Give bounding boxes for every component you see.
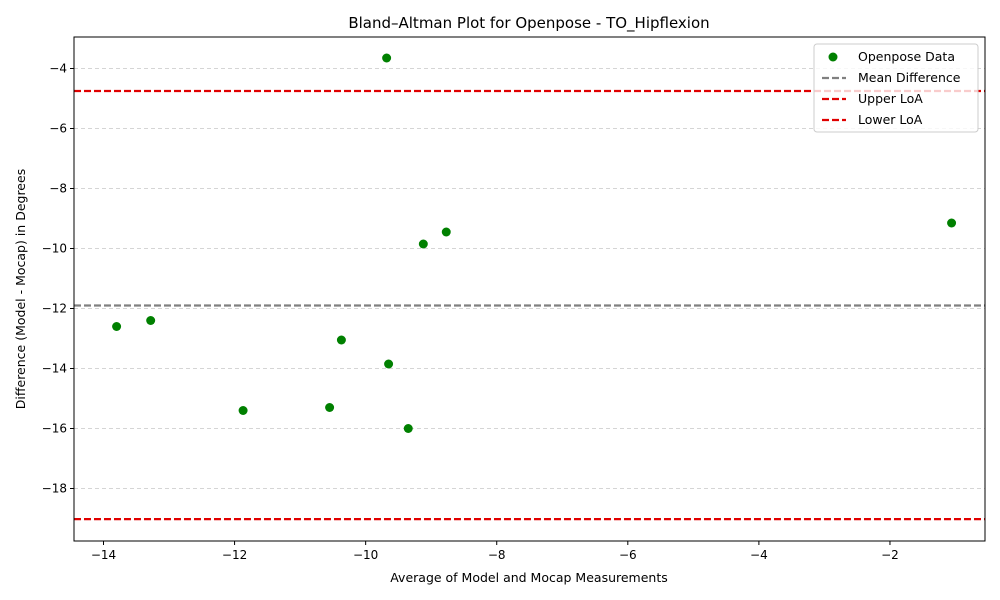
legend-marker-openpose-data [828, 52, 838, 62]
y-axis-label: Difference (Model - Mocap) in Degrees [13, 169, 28, 409]
data-point-9 [441, 227, 451, 237]
y-tick-label: −12 [42, 302, 67, 316]
y-tick-label: −14 [42, 362, 67, 376]
x-tick-label: −4 [750, 548, 768, 562]
legend-label-upper-loa: Upper LoA [858, 91, 923, 106]
x-tick-label: −14 [91, 548, 116, 562]
data-point-10 [947, 218, 957, 228]
legend: Openpose Data Mean Difference Upper LoA Low… [813, 43, 979, 133]
legend-label-mean-difference: Mean Difference [858, 70, 961, 85]
x-tick-label: −8 [488, 548, 506, 562]
legend-box [813, 43, 979, 133]
y-tick-label: −18 [42, 482, 67, 496]
x-tick-label: −12 [222, 548, 247, 562]
chart-title: Bland–Altman Plot for Openpose - TO_Hipf… [348, 14, 709, 33]
y-tick-label: −16 [42, 422, 67, 436]
x-axis-label: Average of Model and Mocap Measurements [390, 570, 668, 585]
x-axis-ticks: −14 −12 −10 −8 −6 −4 −2 [91, 541, 899, 562]
y-tick-label: −8 [49, 182, 67, 196]
data-point-4 [336, 335, 346, 345]
data-points [112, 53, 957, 433]
y-tick-label: −10 [42, 242, 67, 256]
y-axis-ticks: −18 −16 −14 −12 −10 −8 −6 −4 [42, 62, 74, 496]
legend-label-openpose-data: Openpose Data [858, 49, 955, 64]
reference-lines [74, 89, 985, 521]
x-tick-label: −2 [881, 548, 899, 562]
data-point-8 [418, 239, 428, 249]
data-point-5 [382, 53, 392, 63]
data-point-2 [238, 406, 248, 415]
data-point-6 [384, 359, 394, 369]
y-tick-label: −4 [49, 62, 67, 76]
data-point-3 [325, 403, 335, 412]
x-tick-label: −10 [353, 548, 378, 562]
grid-lines [74, 68, 985, 489]
data-point-0 [112, 322, 122, 331]
plot-frame [73, 36, 986, 542]
legend-label-lower-loa: Lower LoA [858, 112, 923, 127]
data-point-1 [146, 316, 156, 325]
x-tick-label: −6 [619, 548, 637, 562]
y-tick-label: −6 [49, 122, 67, 136]
data-point-7 [403, 424, 413, 433]
